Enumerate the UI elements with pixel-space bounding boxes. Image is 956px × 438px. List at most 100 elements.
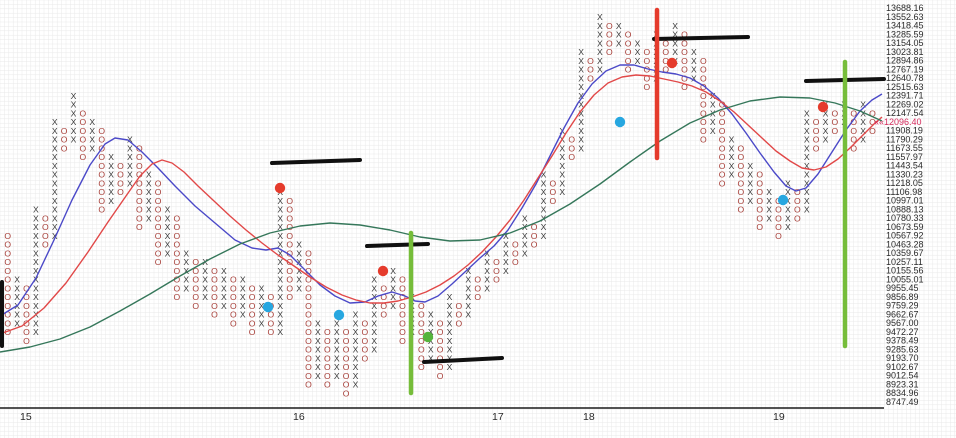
pnf-o-mark: O: [700, 56, 707, 66]
signal-dot[interactable]: [666, 57, 678, 69]
pnf-o-mark: O: [625, 39, 632, 49]
pnf-x-mark: X: [691, 65, 697, 75]
signal-dot[interactable]: [333, 309, 345, 321]
pnf-x-mark: X: [277, 257, 283, 267]
pnf-x-mark: X: [597, 30, 603, 40]
current-price-label: ««12096.40: [874, 117, 922, 127]
pnf-o-mark: O: [80, 152, 87, 162]
pnf-o-mark: O: [324, 380, 331, 390]
pnf-x-mark: X: [428, 327, 434, 337]
pnf-x-mark: X: [484, 284, 490, 294]
price-scale-label: 13688.16: [886, 3, 924, 13]
signal-dot[interactable]: [274, 182, 286, 194]
pnf-x-mark: X: [14, 319, 20, 329]
pnf-o-mark: O: [418, 319, 425, 329]
pnf-x-mark: X: [635, 47, 641, 57]
pnf-o-mark: O: [625, 65, 632, 75]
pnf-o-mark: O: [324, 327, 331, 337]
pnf-o-mark: O: [399, 284, 406, 294]
pnf-x-mark: X: [390, 284, 396, 294]
pnf-x-mark: X: [33, 266, 39, 276]
pnf-x-mark: X: [635, 56, 641, 66]
pnf-o-mark: O: [305, 292, 312, 302]
pnf-x-mark: X: [578, 144, 584, 154]
pnf-o-mark: O: [418, 301, 425, 311]
price-scale-label: 8834.96: [886, 388, 919, 398]
pnf-x-mark: X: [541, 170, 547, 180]
pnf-x-mark: X: [52, 161, 58, 171]
pnf-x-mark: X: [315, 371, 321, 381]
drawn-trendline[interactable]: [422, 356, 504, 364]
pnf-x-mark: X: [221, 266, 227, 276]
pnf-x-mark: X: [804, 179, 810, 189]
drawn-trendline[interactable]: [652, 35, 750, 41]
signal-dot[interactable]: [777, 194, 789, 206]
pnf-o-mark: O: [362, 319, 369, 329]
pnf-x-mark: X: [33, 301, 39, 311]
pnf-columns-layer: OOOOOOOOOOOOXXXXXXOOOOOOOXXXXXXXXXXXXXXX…: [4, 12, 876, 398]
pnf-o-mark: O: [719, 170, 726, 180]
pnf-x-mark: X: [484, 275, 490, 285]
pnf-o-mark: O: [174, 249, 181, 259]
pnf-o-mark: O: [437, 345, 444, 355]
pnf-x-mark: X: [578, 100, 584, 110]
pnf-x-mark: X: [127, 144, 133, 154]
pnf-x-mark: X: [33, 257, 39, 267]
pnf-o-mark: O: [437, 362, 444, 372]
signal-dot[interactable]: [817, 101, 829, 113]
pnf-o-mark: O: [756, 179, 763, 189]
pnf-o-mark: O: [474, 284, 481, 294]
pnf-o-mark: O: [80, 117, 87, 127]
pnf-o-mark: O: [813, 135, 820, 145]
pnf-o-mark: O: [644, 56, 651, 66]
pnf-o-mark: O: [437, 354, 444, 364]
pnf-x-mark: X: [578, 82, 584, 92]
pnf-o-mark: O: [249, 301, 256, 311]
pnf-x-mark: X: [860, 117, 866, 127]
pnf-x-mark: X: [522, 240, 528, 250]
pnf-x-mark: X: [578, 135, 584, 145]
drawn-trendline[interactable]: [365, 242, 430, 248]
pnf-o-mark: O: [568, 152, 575, 162]
pnf-o-mark: O: [305, 249, 312, 259]
pnf-o-mark: O: [23, 292, 30, 302]
pnf-x-mark: X: [710, 126, 716, 136]
pnf-o-mark: O: [305, 310, 312, 320]
pnf-x-mark: X: [390, 292, 396, 302]
pnf-x-mark: X: [277, 240, 283, 250]
pnf-o-mark: O: [305, 284, 312, 294]
signal-dot[interactable]: [614, 116, 626, 128]
pnf-x-mark: X: [183, 257, 189, 267]
pnf-o-mark: O: [155, 187, 162, 197]
pnf-o-mark: O: [399, 319, 406, 329]
pnf-x-mark: X: [52, 196, 58, 206]
drawn-trendline[interactable]: [270, 158, 362, 165]
pnf-x-mark: X: [447, 310, 453, 320]
pnf-x-mark: X: [183, 249, 189, 259]
pnf-x-mark: X: [353, 345, 359, 355]
pnf-x-mark: X: [334, 371, 340, 381]
pnf-x-mark: X: [127, 152, 133, 162]
signal-dot[interactable]: [377, 265, 389, 277]
pnf-x-mark: X: [277, 275, 283, 285]
pnf-o-mark: O: [343, 345, 350, 355]
pnf-o-mark: O: [531, 222, 538, 232]
pnf-o-mark: O: [268, 319, 275, 329]
pnf-x-mark: X: [277, 214, 283, 224]
pnf-x-mark: X: [785, 187, 791, 197]
pnf-o-mark: O: [268, 292, 275, 302]
x-axis-year-label: 19: [773, 411, 785, 423]
pnf-x-mark: X: [747, 196, 753, 206]
pnf-o-mark: O: [155, 179, 162, 189]
signal-dot[interactable]: [262, 301, 274, 313]
signal-dot[interactable]: [422, 331, 434, 343]
pnf-x-mark: X: [860, 100, 866, 110]
pnf-x-mark: X: [578, 56, 584, 66]
pnf-x-mark: X: [860, 126, 866, 136]
pnf-o-mark: O: [155, 257, 162, 267]
pnf-o-mark: O: [568, 144, 575, 154]
pnf-x-mark: X: [371, 301, 377, 311]
pnf-o-mark: O: [700, 100, 707, 110]
axis-layer: 15 16 17 18 19 13688.1613552.6313418.4513285.…: [0, 3, 924, 423]
